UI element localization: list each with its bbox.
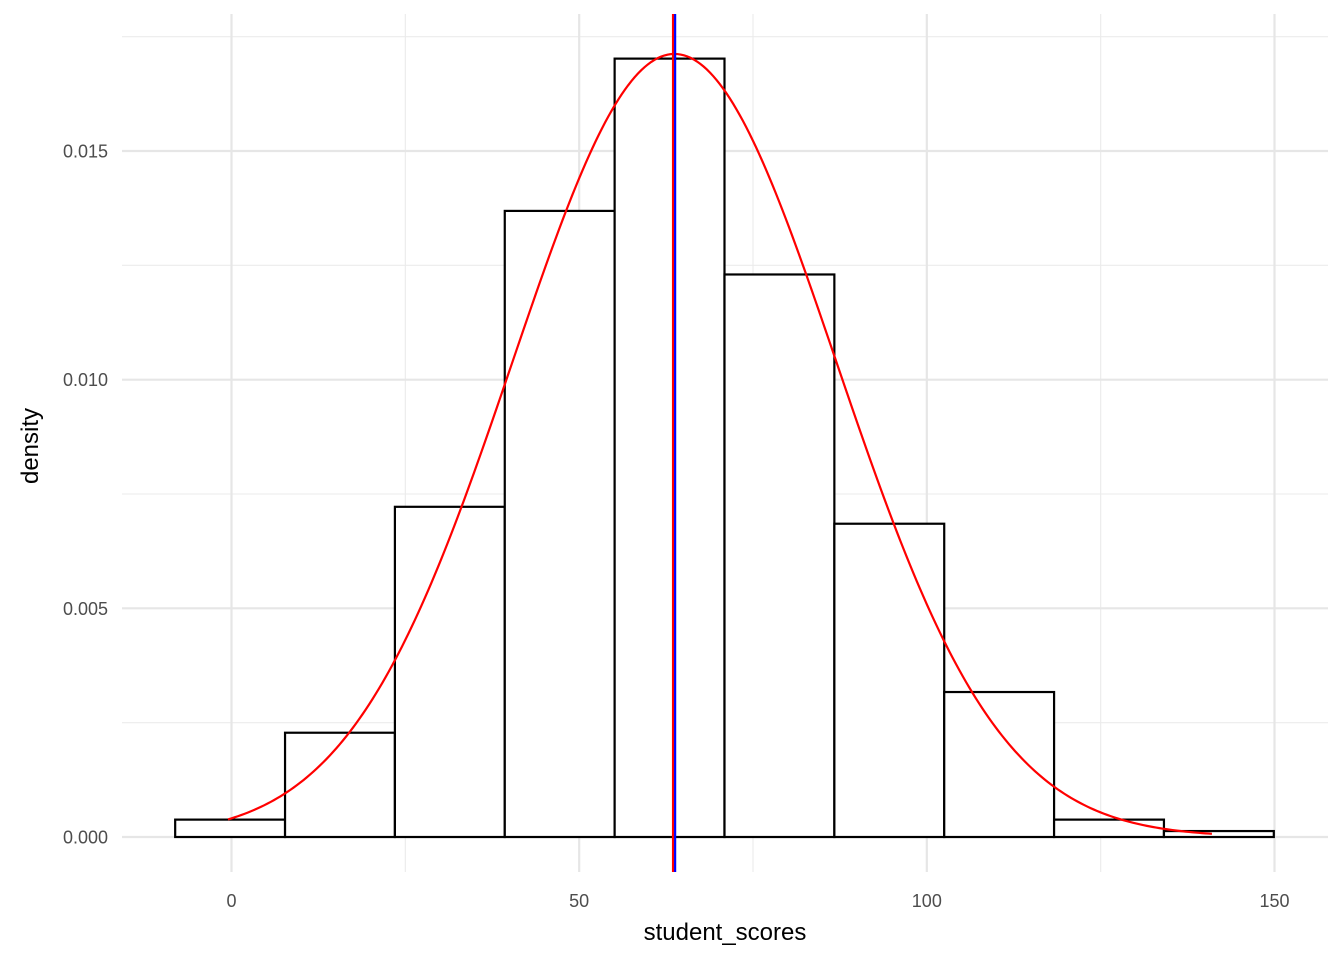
y-tick-label: 0.015 bbox=[63, 142, 108, 162]
normal-density-curve bbox=[227, 52, 1212, 835]
histogram-bar bbox=[283, 731, 397, 839]
histogram-bar bbox=[723, 273, 836, 839]
x-axis-title: student_scores bbox=[644, 919, 807, 946]
y-tick-label: 0.000 bbox=[63, 828, 108, 848]
histogram-bar bbox=[943, 690, 1056, 839]
overlay-lines bbox=[227, 14, 1212, 872]
x-tick-label: 100 bbox=[912, 891, 942, 911]
y-tick-label: 0.005 bbox=[63, 599, 108, 619]
histogram-bar bbox=[174, 818, 287, 839]
histogram-bar bbox=[393, 505, 506, 839]
histogram-bar bbox=[1162, 829, 1275, 839]
y-tick-label: 0.010 bbox=[63, 370, 108, 390]
x-tick-label: 0 bbox=[226, 891, 236, 911]
histogram-bar bbox=[503, 209, 616, 839]
histogram-bars bbox=[174, 57, 1275, 839]
y-axis-ticks: 0.000 0.005 0.010 0.015 bbox=[63, 142, 108, 848]
histogram-bar bbox=[613, 57, 726, 839]
histogram-bar bbox=[1052, 818, 1166, 839]
y-axis-title: density bbox=[17, 408, 44, 484]
x-tick-label: 150 bbox=[1259, 891, 1289, 911]
x-axis-ticks: 0 50 100 150 bbox=[226, 891, 1289, 911]
x-tick-label: 50 bbox=[569, 891, 589, 911]
histogram-bar bbox=[833, 522, 946, 839]
